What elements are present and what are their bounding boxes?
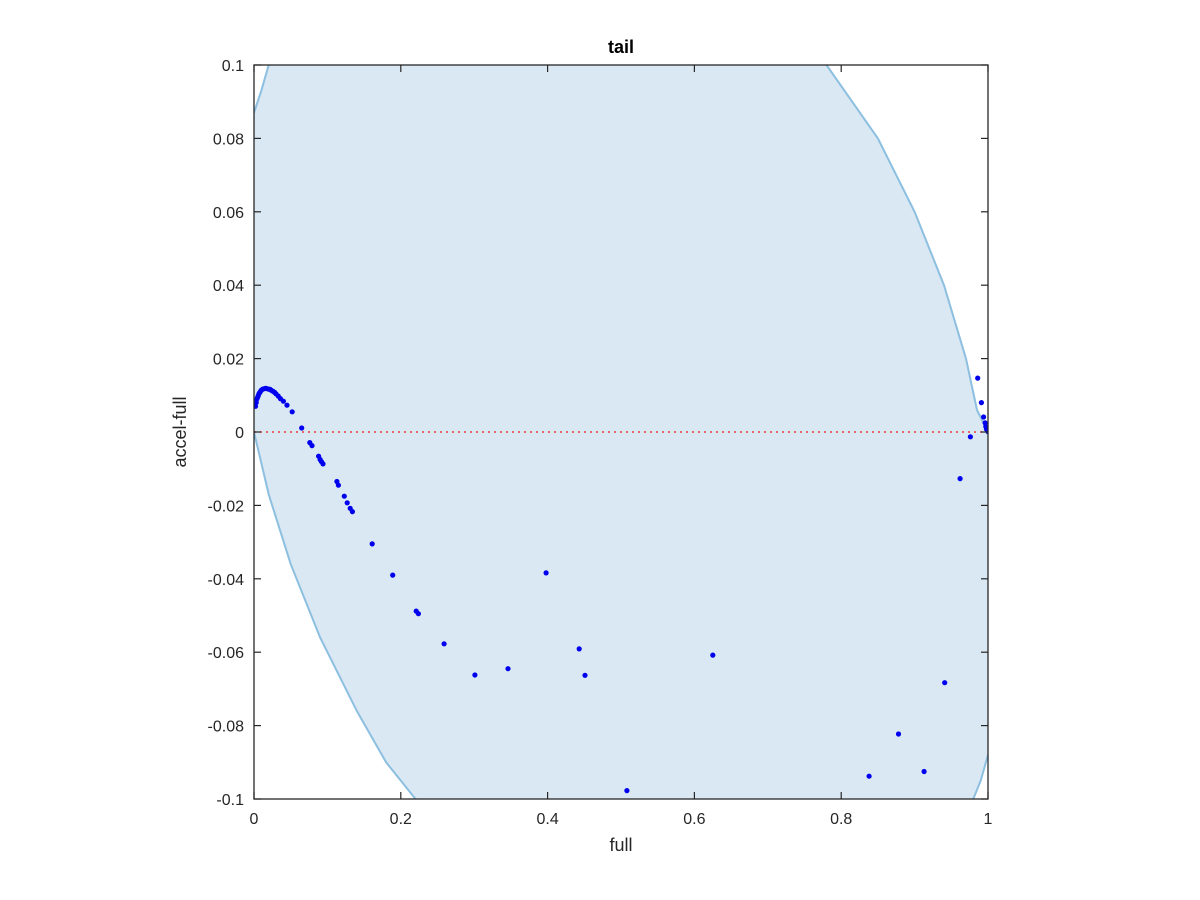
- data-points-layer: [254, 375, 988, 794]
- data-point: [505, 666, 511, 672]
- y-axis-ticks: -0.1 -0.08 -0.06 -0.04 -0.02 0 0.02 0.04 0.06 0.0…: [208, 58, 988, 809]
- data-point: [866, 773, 872, 779]
- y-tick-label: -0.04: [208, 572, 245, 589]
- y-tick-label: -0.06: [208, 645, 245, 662]
- y-tick-label: 0.06: [213, 205, 244, 222]
- data-point: [280, 398, 286, 404]
- x-axis-ticks: 0 0.2 0.4 0.6 0.8 1: [250, 65, 993, 828]
- data-point: [921, 768, 927, 775]
- data-point: [441, 641, 447, 647]
- x-axis-label: full: [609, 835, 632, 855]
- y-tick-label: -0.1: [216, 792, 244, 809]
- y-tick-label: 0: [235, 425, 244, 442]
- data-point: [981, 414, 987, 420]
- data-point: [967, 434, 974, 440]
- data-point: [289, 409, 295, 415]
- x-tick-label: 0: [250, 811, 259, 828]
- data-point: [710, 652, 716, 658]
- y-axis-label: accel-full: [170, 396, 190, 467]
- data-point: [284, 402, 290, 408]
- data-point: [341, 493, 347, 499]
- data-point: [309, 443, 315, 449]
- data-point: [624, 788, 630, 794]
- data-point: [320, 461, 326, 467]
- data-point: [415, 611, 421, 617]
- x-tick-label: 0.6: [683, 811, 705, 828]
- data-point: [957, 476, 963, 482]
- data-point: [576, 646, 582, 652]
- data-point: [344, 500, 350, 506]
- data-point: [369, 541, 375, 547]
- y-tick-label: 0.02: [213, 352, 244, 369]
- x-tick-label: 0.4: [536, 811, 558, 828]
- y-tick-label: 0.08: [213, 131, 244, 148]
- x-tick-label: 0.8: [830, 811, 852, 828]
- y-tick-label: -0.02: [208, 498, 245, 515]
- region-edge-top-left: [254, 65, 270, 114]
- data-point: [942, 680, 948, 686]
- y-tick-label: 0.1: [222, 58, 244, 75]
- region-edge-bottom-right: [972, 754, 988, 799]
- data-point: [978, 400, 985, 406]
- chart-title: tail: [608, 37, 634, 57]
- data-point: [472, 672, 478, 678]
- data-point: [543, 570, 549, 576]
- data-point: [582, 672, 588, 678]
- y-tick-label: 0.04: [213, 278, 244, 295]
- data-point: [299, 425, 305, 431]
- data-point: [895, 731, 902, 737]
- data-point: [335, 482, 341, 488]
- data-point: [349, 509, 355, 515]
- region-edge-right: [825, 65, 988, 433]
- x-tick-label: 0.2: [390, 811, 412, 828]
- region-edge-left: [254, 431, 417, 799]
- data-point: [390, 572, 396, 578]
- y-tick-label: -0.08: [208, 719, 245, 736]
- data-point: [975, 375, 981, 381]
- x-tick-label: 1: [984, 811, 993, 828]
